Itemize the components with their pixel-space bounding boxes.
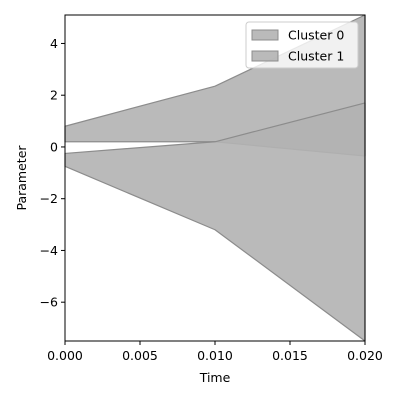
x-tick-label: 0.020: [347, 348, 383, 363]
x-tick-label: 0.010: [197, 348, 233, 363]
x-axis: 0.000 0.005 0.010 0.015 0.020: [47, 341, 383, 363]
y-tick-label: 2: [50, 88, 58, 103]
legend: Cluster 0 Cluster 1: [245, 21, 359, 69]
y-tick-label: 0: [50, 139, 58, 154]
y-axis-label: Parameter: [14, 145, 29, 211]
legend-label: Cluster 1: [288, 49, 344, 64]
x-tick-label: 0.005: [122, 348, 158, 363]
legend-label: Cluster 0: [288, 28, 344, 43]
x-axis-label: Time: [199, 370, 231, 385]
x-tick-label: 0.015: [272, 348, 308, 363]
y-axis: −6 −4 −2 0 2 4: [40, 36, 65, 310]
x-tick-label: 0.000: [47, 348, 83, 363]
y-tick-label: −4: [40, 243, 58, 258]
y-tick-label: 4: [50, 36, 58, 51]
y-tick-label: −2: [40, 191, 58, 206]
legend-swatch: [251, 50, 279, 62]
y-tick-label: −6: [40, 295, 58, 310]
legend-swatch: [251, 29, 279, 41]
